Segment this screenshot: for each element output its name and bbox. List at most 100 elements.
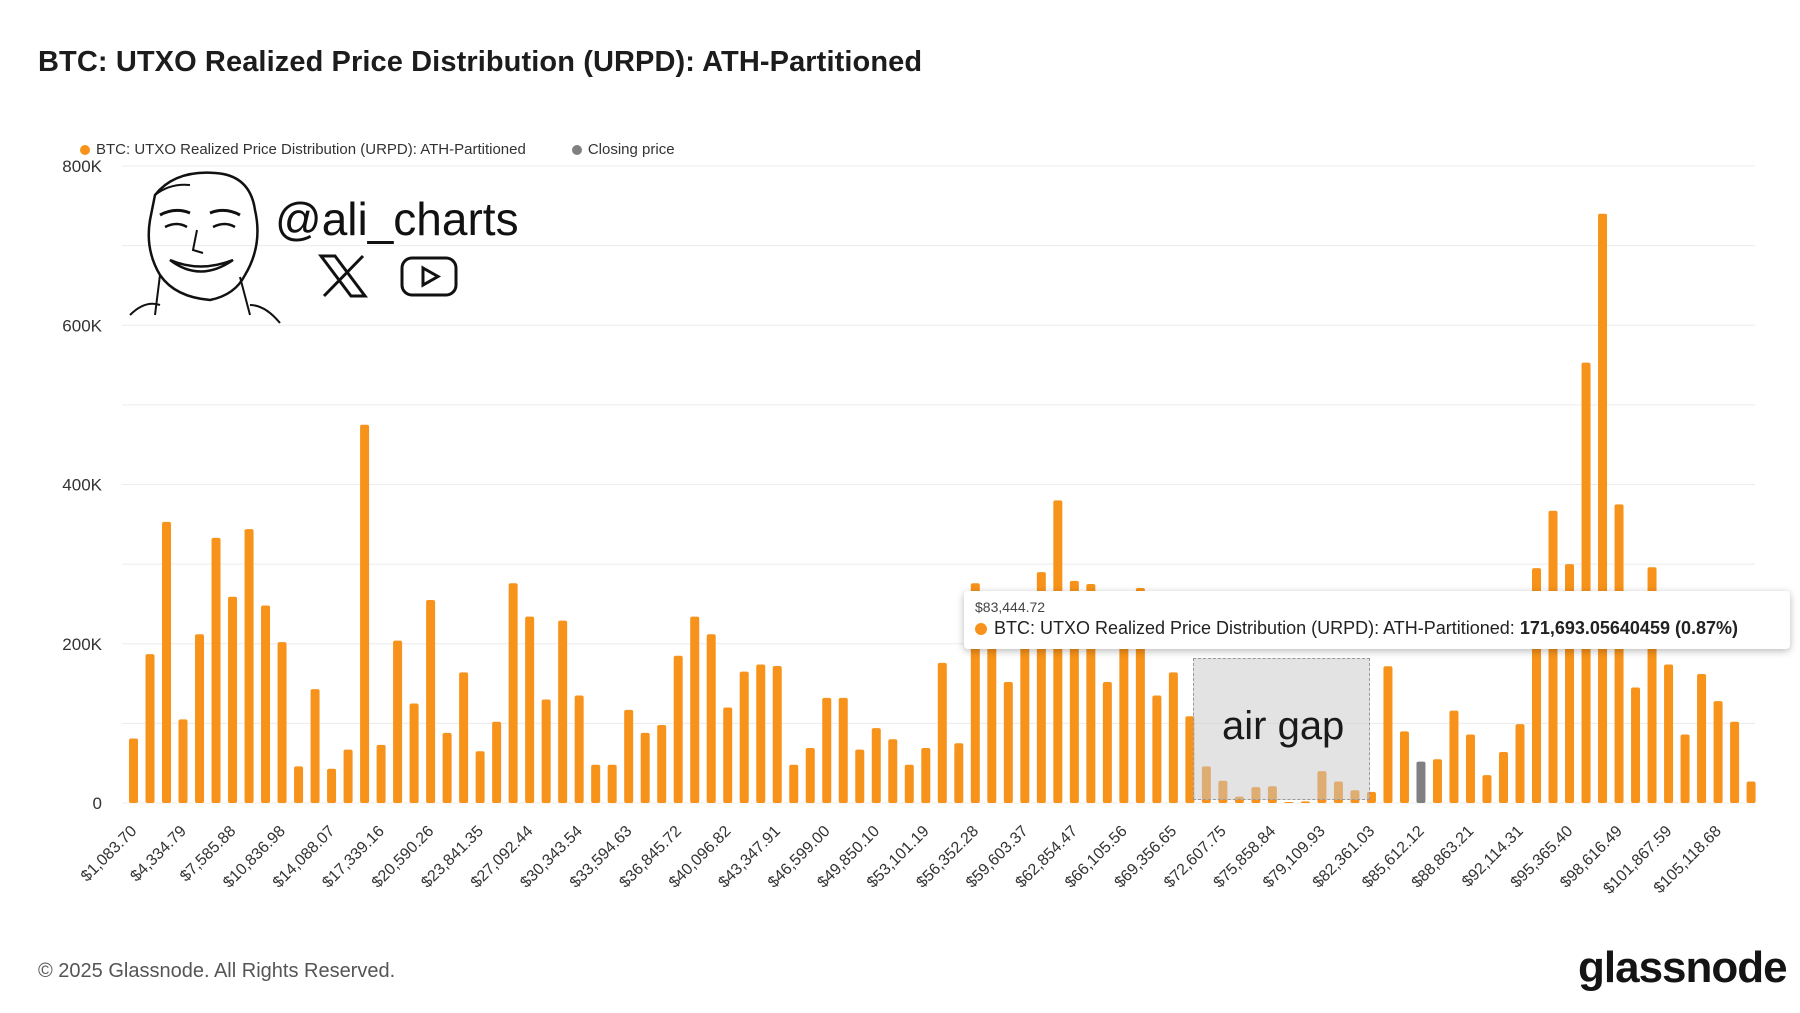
bar (459, 672, 469, 803)
y-tick-label: 200K (62, 635, 102, 654)
bar (1053, 500, 1063, 803)
bar (1697, 674, 1707, 803)
bar (822, 697, 832, 803)
bar (574, 695, 584, 803)
y-tick-label: 0 (93, 794, 102, 813)
page-title: BTC: UTXO Realized Price Distribution (U… (38, 46, 923, 78)
bar (228, 596, 238, 803)
bar (1680, 734, 1690, 803)
bar (1168, 672, 1178, 803)
bar (294, 766, 304, 803)
bar (987, 627, 997, 803)
legend-closing-label: Closing price (587, 141, 675, 158)
bar (558, 620, 568, 803)
bar (937, 662, 947, 803)
bar (1631, 687, 1641, 803)
bar (1664, 664, 1674, 803)
bar (904, 764, 914, 803)
y-tick-label: 600K (62, 316, 102, 335)
bar (442, 732, 452, 803)
bar (789, 764, 799, 803)
bar (871, 728, 881, 803)
bar (1119, 607, 1129, 803)
bar (426, 599, 436, 803)
tooltip-line: BTC: UTXO Realized Price Distribution (U… (975, 618, 1738, 639)
tooltip-dot (975, 622, 987, 635)
bar (343, 749, 353, 803)
bar (360, 424, 370, 803)
bar (756, 664, 766, 803)
avatar-sketch-icon (129, 171, 281, 324)
bar (541, 699, 551, 803)
air-gap-label: air gap (1222, 704, 1345, 748)
bar (888, 739, 898, 803)
bar (409, 703, 419, 803)
bar (591, 764, 601, 803)
bar (393, 640, 403, 803)
bar (195, 634, 205, 803)
legend-urpd-dot (80, 144, 90, 155)
x-logo-icon (318, 254, 368, 298)
bar (838, 697, 848, 803)
bar (1449, 710, 1459, 803)
tooltip-price: $83,444.72 (975, 599, 1046, 615)
bar (607, 764, 617, 803)
bar (640, 732, 650, 803)
legend: BTC: UTXO Realized Price Distribution (U… (80, 141, 675, 158)
air-gap-highlight (1193, 658, 1370, 800)
bar (1548, 510, 1558, 803)
bar (1102, 681, 1112, 803)
bar (1284, 802, 1294, 803)
bar (1152, 695, 1162, 803)
bar (129, 738, 138, 803)
bar (855, 749, 865, 803)
legend-urpd-label: BTC: UTXO Realized Price Distribution (U… (96, 141, 526, 158)
bar (739, 671, 749, 803)
bar (1300, 801, 1310, 803)
tooltip: $83,444.72 BTC: UTXO Realized Price Dist… (964, 591, 1790, 649)
legend-item-closing-price[interactable]: Closing price (571, 141, 675, 158)
bar (277, 642, 287, 803)
y-tick-label: 800K (62, 157, 102, 176)
bar (954, 743, 964, 803)
bar (1713, 701, 1723, 803)
bar (525, 616, 535, 803)
bar (1432, 759, 1442, 803)
bar (1598, 213, 1608, 803)
bar (1399, 731, 1409, 803)
bar (921, 748, 931, 803)
bar (1482, 775, 1492, 803)
bar (244, 529, 254, 803)
legend-item-urpd[interactable]: BTC: UTXO Realized Price Distribution (U… (80, 141, 526, 158)
bar (261, 605, 271, 803)
bar (1020, 611, 1030, 803)
bar (1581, 362, 1591, 803)
closing-price-bar (1416, 761, 1426, 803)
bar (475, 751, 485, 803)
bar (1515, 724, 1525, 803)
bar (690, 616, 700, 803)
bar (1614, 504, 1624, 803)
youtube-icon (400, 256, 458, 297)
bar (162, 521, 172, 803)
bar (1730, 721, 1740, 803)
bar (1465, 734, 1475, 803)
bar (492, 721, 502, 803)
bar (178, 719, 188, 803)
bar (145, 654, 155, 803)
tooltip-value: 171,693.05640459 (0.87%) (1519, 618, 1738, 638)
y-tick-label: 400K (62, 476, 102, 495)
bar (723, 707, 733, 803)
bar (1746, 781, 1756, 803)
bar (1003, 681, 1013, 803)
bar (805, 748, 815, 803)
bar (1498, 752, 1508, 803)
bar (657, 724, 667, 803)
bar (1185, 716, 1195, 803)
tooltip-series: BTC: UTXO Realized Price Distribution (U… (994, 618, 1515, 638)
bar (310, 689, 320, 803)
watermark-handle: @ali_charts (275, 193, 519, 245)
bar (772, 666, 782, 803)
bar (327, 768, 337, 803)
